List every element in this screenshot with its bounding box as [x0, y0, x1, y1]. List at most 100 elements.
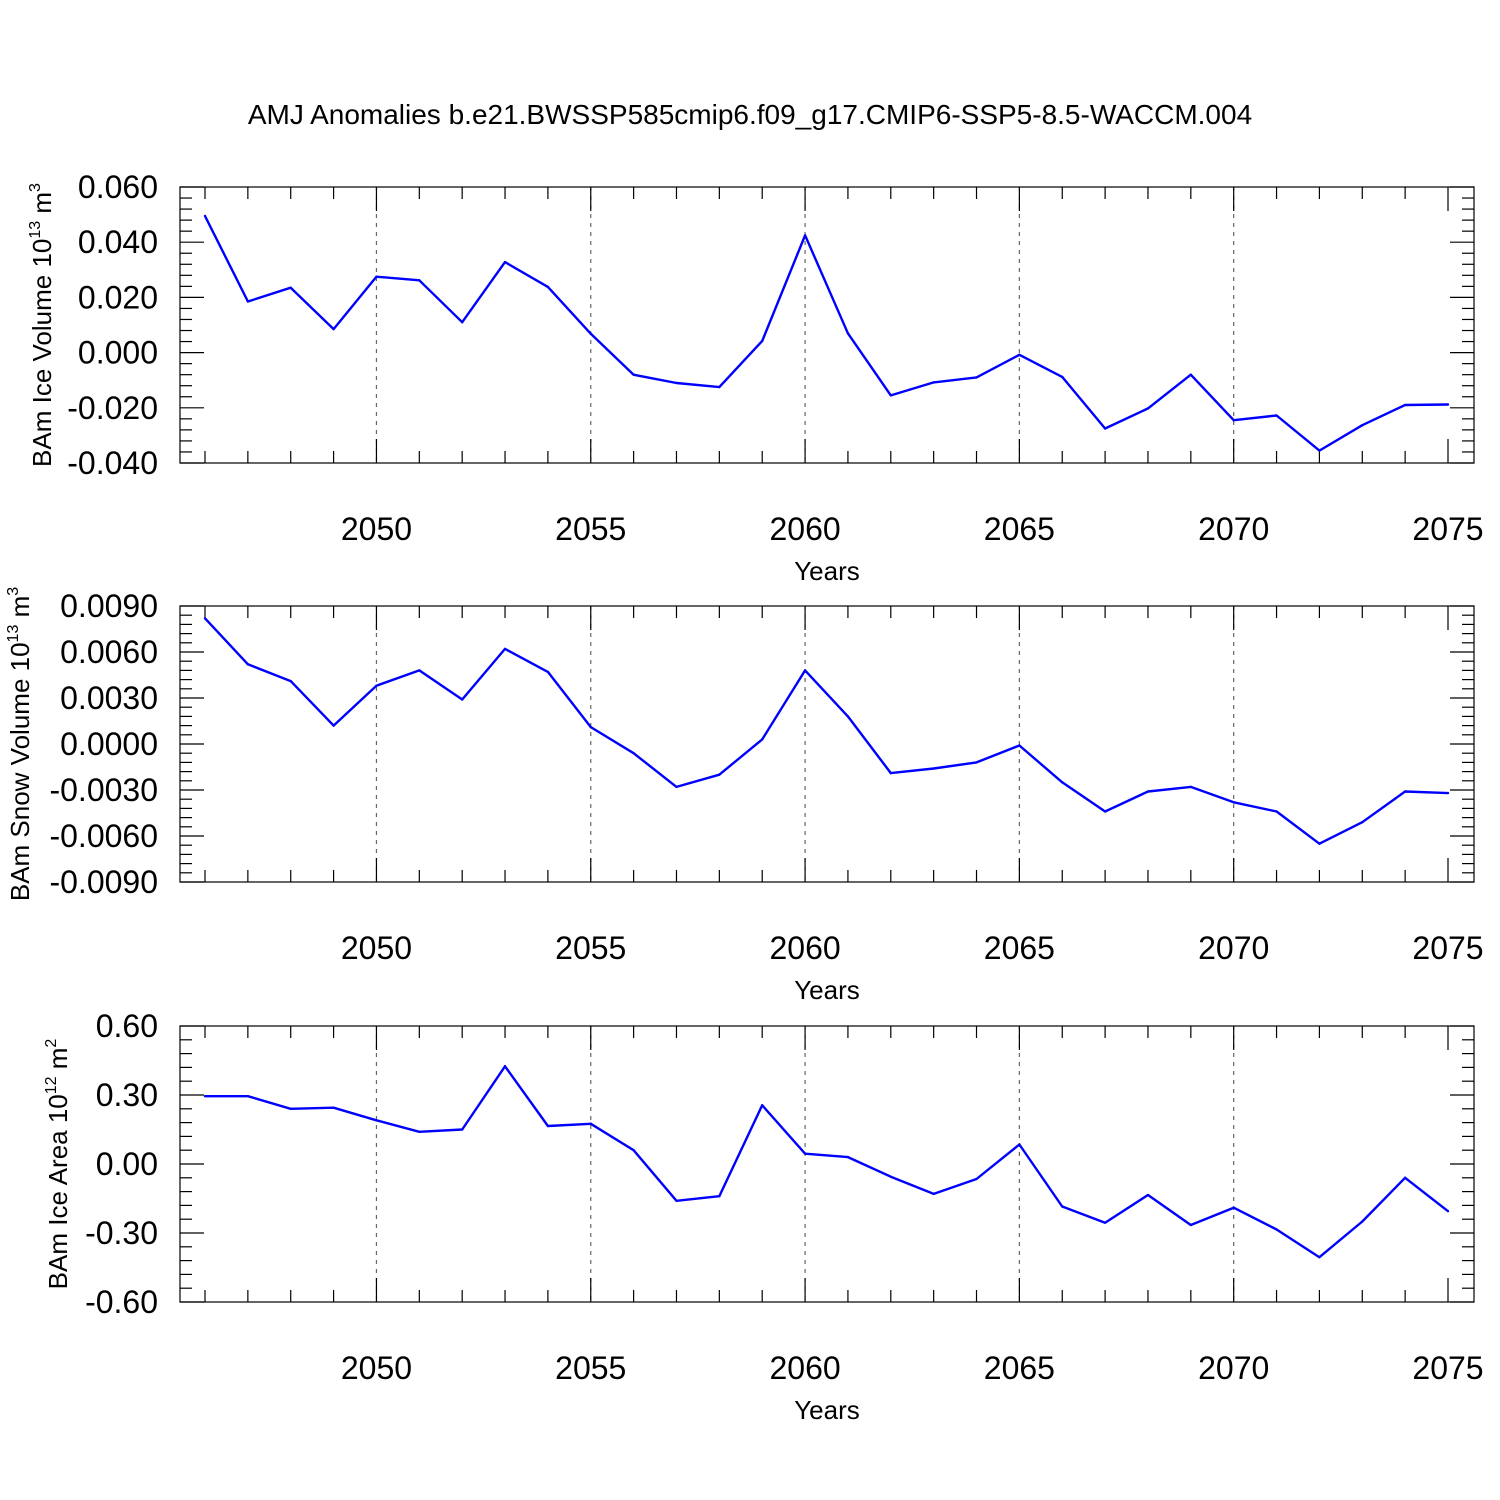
data-point-2049 [332, 1106, 335, 1109]
data-point-2054 [546, 670, 550, 674]
data-point-2053 [503, 1065, 507, 1068]
y-tick-label: 0.00 [96, 1146, 158, 1182]
data-point-2073 [1361, 1220, 1364, 1223]
data-point-2063 [932, 1192, 935, 1196]
y-tick-label: -0.040 [67, 445, 158, 481]
data-point-2070 [1232, 419, 1235, 422]
data-point-2075 [1446, 1209, 1450, 1213]
data-point-2051 [418, 669, 421, 672]
data-point-2063 [932, 767, 935, 770]
data-point-2060 [803, 234, 807, 237]
data-point-2067 [1103, 810, 1107, 813]
data-point-2066 [1061, 1205, 1064, 1208]
data-point-2046 [203, 1094, 207, 1098]
x-tick-label: 2050 [341, 930, 412, 966]
y-tick-label: -0.020 [67, 390, 158, 426]
x-tick-label: 2060 [769, 1350, 840, 1386]
y-tick-label: 0.30 [96, 1077, 158, 1113]
data-point-2051 [418, 1130, 421, 1134]
data-point-2059 [761, 339, 764, 343]
data-point-2062 [889, 1175, 892, 1178]
data-point-2052 [460, 698, 464, 701]
data-point-2056 [632, 373, 635, 376]
data-point-2048 [289, 1107, 292, 1111]
data-point-2064 [975, 1177, 978, 1181]
data-point-2061 [846, 1155, 850, 1159]
x-tick-label: 2055 [555, 930, 626, 966]
data-point-2065 [1018, 744, 1021, 747]
data-point-2062 [889, 771, 892, 775]
panel-ice-volume: -0.040 -0.020 0.000 0.020 0.040 0.060 2050 2055… [27, 169, 1484, 586]
data-point-2052 [460, 1128, 464, 1131]
y-tick-label: 0.0090 [60, 588, 158, 624]
data-point-2062 [889, 394, 892, 397]
x-tick-label: 2060 [769, 930, 840, 966]
data-point-2049 [332, 327, 335, 331]
y-tick-label: 0.0030 [60, 680, 158, 716]
data-point-2064 [975, 376, 978, 379]
data-point-2061 [846, 332, 850, 335]
data-point-2071 [1275, 1228, 1278, 1231]
data-point-2053 [503, 647, 507, 651]
y-tick-label: -0.60 [85, 1284, 158, 1320]
x-axis-title: Years [794, 1395, 860, 1425]
series-line [203, 215, 1449, 452]
x-tick-label: 2050 [341, 511, 412, 547]
x-tick-label: 2060 [769, 511, 840, 547]
y-axis-title: BAm Ice Area 1012 m2 [43, 1039, 73, 1290]
y-tick-label: -0.0030 [49, 772, 158, 808]
data-point-2069 [1189, 373, 1193, 376]
y-tick-label: 0.060 [78, 169, 158, 205]
x-tick-label: 2065 [984, 511, 1055, 547]
x-tick-label: 2050 [341, 1350, 412, 1386]
data-point-2054 [546, 285, 550, 289]
data-point-2069 [1189, 785, 1193, 789]
data-point-2073 [1361, 423, 1364, 427]
x-tick-label: 2055 [555, 511, 626, 547]
data-point-2059 [761, 1104, 764, 1107]
data-point-2058 [718, 1195, 721, 1198]
y-tick-label: -0.0090 [49, 864, 158, 900]
data-point-2075 [1446, 403, 1450, 406]
x-tick-label: 2075 [1412, 930, 1483, 966]
y-tick-label: 0.020 [78, 279, 158, 315]
data-point-2058 [718, 773, 721, 776]
data-point-2053 [503, 260, 507, 264]
x-tick-label: 2070 [1198, 1350, 1269, 1386]
y-tick-label: 0.0060 [60, 634, 158, 670]
series-line [204, 617, 1449, 845]
data-point-2074 [1403, 403, 1407, 407]
data-point-2055 [589, 725, 592, 729]
x-axis-title: Years [794, 556, 860, 586]
data-point-2054 [546, 1124, 550, 1128]
data-point-2057 [675, 1199, 678, 1203]
y-tick-label: -0.0060 [49, 818, 158, 854]
y-tick-label: 0.040 [78, 224, 158, 260]
data-point-2068 [1146, 407, 1150, 410]
data-point-2055 [589, 1122, 592, 1125]
x-tick-label: 2065 [984, 930, 1055, 966]
y-axis-title: BAm Snow Volume 1013 m3 [5, 587, 35, 901]
data-point-2046 [203, 617, 207, 620]
panel-ice-area: -0.60 -0.30 0.00 0.30 0.60 2050 2055 2060 2065 20… [43, 1008, 1484, 1425]
data-point-2071 [1275, 810, 1278, 813]
data-point-2070 [1232, 801, 1235, 804]
plot-frame [179, 605, 1475, 883]
data-point-2065 [1018, 353, 1021, 357]
data-point-2051 [418, 279, 421, 282]
data-point-2075 [1446, 791, 1450, 795]
data-point-2063 [932, 381, 935, 384]
data-point-2073 [1361, 821, 1364, 824]
data-point-2050 [375, 1119, 378, 1122]
data-point-2048 [289, 286, 292, 289]
data-point-2072 [1318, 449, 1321, 452]
data-point-2074 [1403, 1176, 1407, 1180]
figure-title: AMJ Anomalies b.e21.BWSSP585cmip6.f09_g1… [248, 99, 1252, 130]
y-tick-label: 0.60 [96, 1008, 158, 1044]
data-point-2048 [289, 679, 292, 683]
data-point-2065 [1018, 1143, 1021, 1146]
data-point-2070 [1232, 1206, 1235, 1209]
y-tick-label: -0.30 [85, 1215, 158, 1251]
plot-frame [179, 186, 1475, 464]
